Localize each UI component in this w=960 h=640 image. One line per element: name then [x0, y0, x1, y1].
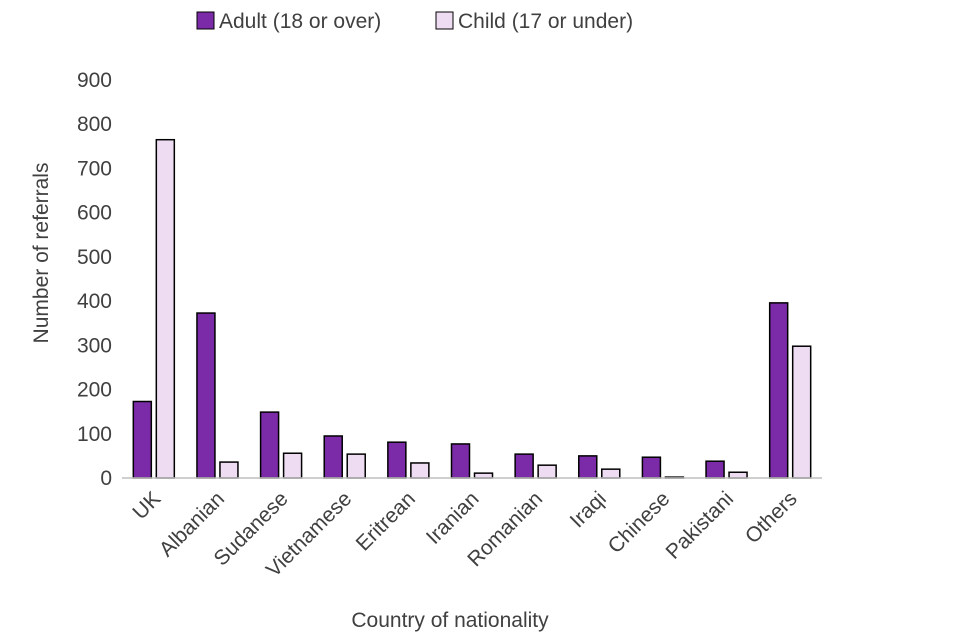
x-tick-label: Others [741, 487, 802, 548]
y-tick-label: 700 [77, 157, 112, 180]
bar-adult [578, 455, 598, 479]
x-tick-label: Iraqi [566, 487, 611, 532]
legend-label-child: Child (17 or under) [458, 10, 633, 33]
x-tick-label: Eritrean [352, 487, 420, 555]
bars [132, 138, 812, 479]
bar-adult [196, 312, 216, 479]
bar-adult [514, 453, 534, 479]
legend: Adult (18 or over) Child (17 or under) [196, 10, 633, 33]
y-tick-label: 100 [77, 423, 112, 446]
y-tick-label: 500 [77, 246, 112, 269]
bar-child [537, 464, 557, 479]
bar-child [728, 471, 748, 479]
y-tick-label: 400 [77, 290, 112, 313]
bar-adult [259, 411, 280, 479]
bar-adult [768, 302, 789, 479]
bar-adult [450, 443, 471, 479]
x-axis-title: Country of nationality [351, 609, 549, 632]
bar-child [791, 345, 812, 479]
x-tick-label: Pakistani [662, 487, 739, 564]
bar-adult [387, 441, 407, 479]
y-axis-ticks: 0 100 200 300 400 500 600 700 800 900 [77, 69, 112, 490]
legend-swatch-adult [196, 11, 215, 30]
bar-child [155, 138, 176, 479]
bar-child [601, 468, 621, 479]
x-tick-label: UK [128, 487, 165, 524]
legend-swatch-child [435, 11, 454, 30]
y-tick-label: 900 [77, 69, 112, 92]
bar-child [219, 461, 239, 479]
y-tick-label: 600 [77, 202, 112, 225]
legend-label-adult: Adult (18 or over) [219, 10, 381, 33]
bar-child [410, 462, 430, 479]
bar-child [346, 453, 366, 479]
bar-adult [641, 456, 662, 479]
bar-adult [705, 460, 725, 479]
y-tick-label: 200 [77, 379, 112, 402]
y-tick-label: 800 [77, 113, 112, 136]
y-axis-title: Number of referrals [30, 163, 53, 344]
bar-adult [132, 400, 153, 479]
y-tick-label: 0 [100, 467, 112, 490]
x-tick-label: Iranian [422, 487, 484, 549]
bar-child [282, 452, 303, 479]
bar-adult [323, 435, 343, 479]
y-tick-label: 300 [77, 334, 112, 357]
